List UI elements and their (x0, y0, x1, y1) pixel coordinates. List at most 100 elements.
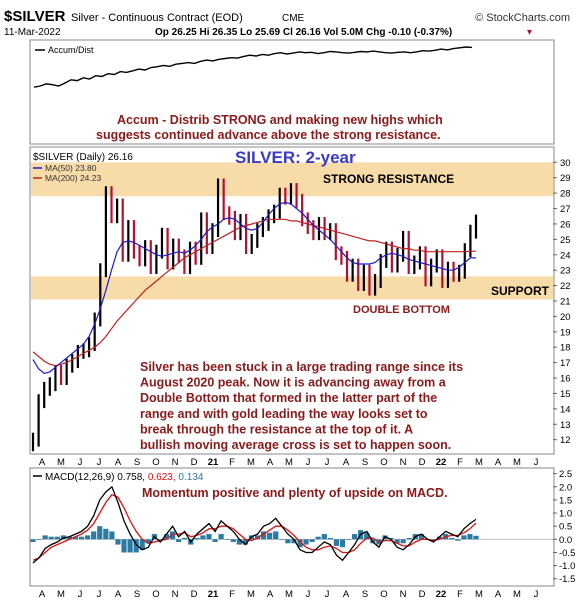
price-y-tick-label: 18 (560, 343, 571, 354)
price-y-tick-label: 17 (560, 358, 571, 369)
macd-histogram-bar (406, 538, 412, 540)
macd-annotation: Momentum positive and plenty of upside o… (142, 486, 448, 500)
commentary-line: bullish moving average cross is set to h… (140, 438, 451, 452)
price-x-tick-label: M (285, 457, 293, 468)
macd-plot: -1.5-1.0-0.50.00.51.01.52.02.5A M J J A S O N D 2… (30, 469, 575, 600)
macd-histogram-bar (194, 538, 200, 540)
chart-date: 11-Mar-2022 (4, 27, 61, 38)
commentary-line: August 2020 peak. Now it is advancing aw… (140, 376, 447, 390)
price-y-tick-label: 14 (560, 404, 571, 415)
price-x-tick-label: S (362, 457, 368, 468)
macd-histogram-bar (48, 536, 54, 540)
macd-histogram-bar (461, 535, 467, 540)
macd-histogram-bar (224, 539, 230, 540)
price-x-tick-label: A (39, 457, 46, 468)
macd-x-tick-label: A (343, 589, 350, 600)
legend-price: $SILVER (Daily) 26.16 (33, 152, 133, 163)
macd-histogram-bar (66, 536, 73, 540)
macd-histogram-bar (218, 534, 224, 540)
macd-x-tick-label: A (267, 589, 274, 600)
macd-x-tick-label: O (380, 589, 387, 600)
legend-ma200: MA(200) 24.23 (45, 173, 101, 183)
macd-y-tick-label: 2.0 (559, 482, 572, 493)
support-label: SUPPORT (491, 284, 550, 298)
price-x-tick-label: S (134, 457, 140, 468)
macd-histogram-bar (303, 539, 309, 545)
accum-dist-annotation-line-2: suggests continued advance above the str… (96, 128, 441, 142)
macd-x-tick-label: S (362, 589, 368, 600)
legend-accum-dist: Accum/Dist (48, 45, 94, 55)
commentary-line: break through the resistance at the top … (140, 422, 413, 436)
macd-histogram-bar (91, 531, 97, 540)
price-x-tick-label: M (247, 457, 255, 468)
macd-histogram-bar (139, 539, 145, 550)
price-x-tick-label: F (229, 457, 235, 468)
macd-x-tick-label: O (152, 589, 159, 600)
macd-histogram-bar (103, 528, 109, 540)
macd-histogram-bar (200, 535, 206, 540)
macd-histogram-bar (30, 539, 36, 542)
macd-histogram-bar (333, 539, 340, 546)
price-x-tick-label: A (267, 457, 274, 468)
macd-histogram-bar (297, 539, 303, 548)
price-y-tick-label: 27 (560, 204, 571, 215)
macd-histogram-bar (345, 539, 352, 540)
macd-y-tick-label: -1.0 (559, 561, 575, 572)
legend-macd: MACD(12,26,9) 0.758, 0.623, 0.134 (45, 472, 204, 483)
commentary-line: Double Bottom that formed in the latter … (140, 391, 437, 405)
down-arrow-icon: ▾ (527, 27, 532, 38)
commentary-line: Silver has been stuck in a large trading… (140, 360, 463, 374)
macd-histogram-bar (78, 536, 85, 540)
macd-histogram-bar (133, 539, 139, 553)
macd-y-tick-label: -0.5 (559, 548, 575, 559)
macd-histogram-bar (400, 539, 406, 544)
macd-panel (29, 467, 555, 587)
macd-histogram-bar (230, 539, 236, 542)
macd-x-tick-label: M (285, 589, 293, 600)
price-x-tick-label: O (152, 457, 159, 468)
macd-x-tick-label: F (229, 589, 235, 600)
macd-histogram-bar (309, 539, 315, 542)
price-x-tick-label: M (513, 457, 521, 468)
accum-dist-panel (29, 39, 555, 145)
macd-histogram-bar (352, 534, 358, 540)
macd-x-tick-label: J (325, 589, 330, 600)
macd-signal-line (32, 493, 477, 561)
macd-histogram-bar (394, 539, 400, 544)
price-x-tick-label: A (495, 457, 502, 468)
macd-histogram-bar (145, 539, 151, 544)
price-x-tick-label: 22 (436, 457, 447, 468)
chart-exchange: CME (282, 13, 305, 24)
macd-y-tick-label: 1.0 (559, 509, 572, 520)
zone-band-support (31, 276, 553, 300)
macd-x-tick-label: S (134, 589, 140, 600)
price-y-tick-label: 23 (560, 266, 571, 277)
price-x-tick-label: A (343, 457, 350, 468)
macd-histogram-bar (473, 535, 479, 540)
macd-x-tick-label: A (39, 589, 46, 600)
price-y-tick-label: 20 (560, 312, 571, 323)
macd-histogram-bar (339, 539, 346, 548)
macd-histogram-bar (36, 539, 42, 540)
macd-histogram-bar (455, 539, 461, 541)
price-x-tick-label: D (419, 457, 426, 468)
macd-histogram-bar (321, 534, 327, 540)
price-x-tick-label: A (115, 457, 122, 468)
price-x-tick-label: O (380, 457, 387, 468)
macd-x-tick-label: N (400, 589, 407, 600)
macd-x-tick-label: M (513, 589, 521, 600)
chart-symbol: $SILVER (4, 8, 66, 25)
price-y-tick-label: 26 (560, 219, 571, 230)
price-y-tick-label: 16 (560, 374, 571, 385)
price-panel-title: SILVER: 2-year (235, 148, 356, 167)
macd-x-tick-label: M (57, 589, 65, 600)
price-y-tick-label: 19 (560, 327, 571, 338)
macd-y-tick-label: 1.5 (559, 495, 572, 506)
price-x-tick-label: M (57, 457, 65, 468)
macd-histogram-bar (279, 539, 285, 540)
macd-x-tick-label: 22 (436, 589, 447, 600)
macd-histogram-bar (176, 539, 182, 542)
macd-histogram-bar (212, 539, 218, 542)
macd-x-tick-label: J (97, 589, 102, 600)
macd-x-tick-label: J (534, 589, 539, 600)
